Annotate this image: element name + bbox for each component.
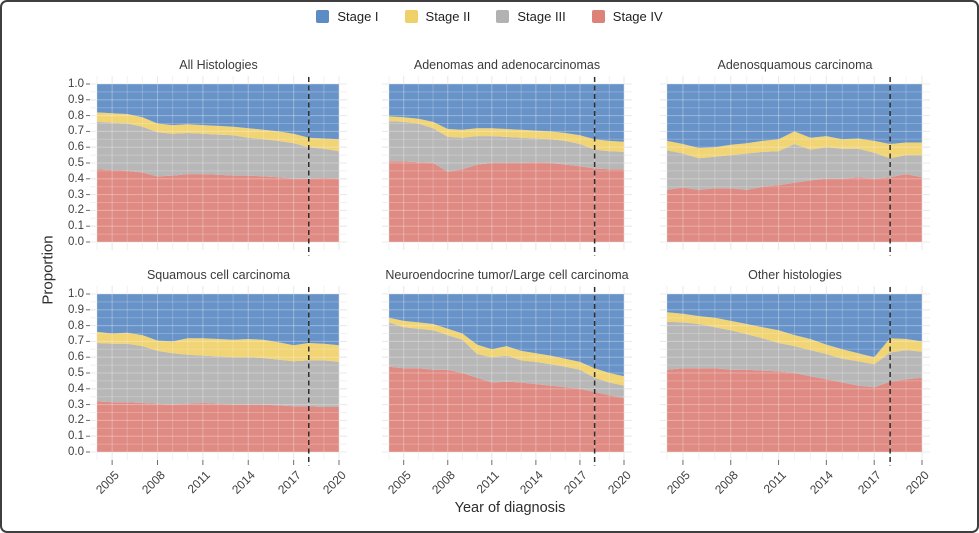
stage-iv-area xyxy=(97,169,339,242)
x-tick-label: 2017 xyxy=(855,468,885,497)
stacked-area-plot xyxy=(86,76,347,256)
y-tick-label: 0.1 xyxy=(68,430,84,443)
panel-title-all-histologies: All Histologies xyxy=(179,58,258,72)
panel-title-adenosquamous: Adenosquamous carcinoma xyxy=(717,58,873,72)
x-tick-label: 2020 xyxy=(903,468,932,497)
x-tick-label: 2011 xyxy=(184,468,213,497)
panel-chart-squamous xyxy=(86,286,347,473)
stage-i-area xyxy=(389,84,624,142)
y-tick-label: 0.6 xyxy=(68,141,84,154)
stage-iv-area xyxy=(667,368,922,452)
x-tick-label: 2005 xyxy=(384,468,414,497)
y-tick-label: 0.2 xyxy=(68,414,84,427)
y-tick-label: 0.6 xyxy=(68,351,84,364)
y-tick-label: 0.7 xyxy=(68,125,84,138)
x-tick-label: 2020 xyxy=(605,468,634,497)
y-tick-label: 0.9 xyxy=(68,93,84,106)
stacked-area-plot xyxy=(660,76,930,256)
stage-ii-area xyxy=(667,131,922,159)
stage-i-area xyxy=(97,294,339,346)
x-tick-label: 2017 xyxy=(561,468,590,497)
legend-item-stage-3: Stage III xyxy=(496,9,566,24)
panel-chart-adenosquamous xyxy=(660,76,930,263)
legend-item-stage-4: Stage IV xyxy=(591,9,663,24)
y-tick-label: 0.5 xyxy=(68,367,84,379)
y-tick-label: 0.5 xyxy=(68,157,84,169)
legend-item-stage-2: Stage II xyxy=(404,9,471,24)
stage-i-area xyxy=(667,294,922,358)
y-tick-label: 0.9 xyxy=(68,303,84,316)
y-tick-label: 1.0 xyxy=(68,288,84,300)
stage-iii-area xyxy=(389,322,624,399)
x-tick-label: 2014 xyxy=(229,468,259,497)
stacked-area-plot xyxy=(382,286,632,466)
y-tick-label: 0.8 xyxy=(68,319,84,332)
y-axis-title: Proportion xyxy=(39,235,57,305)
panel-chart-neuroendocrine xyxy=(382,286,632,473)
stage-iii-area xyxy=(389,121,624,172)
panel-chart-all-histologies xyxy=(86,76,347,263)
x-tick-label: 2008 xyxy=(711,468,741,497)
stage-ii-area xyxy=(97,112,339,152)
stacked-area-plot xyxy=(86,286,347,466)
legend: Stage I Stage II Stage III Stage IV xyxy=(2,9,977,24)
stage-iv-area xyxy=(389,161,624,242)
stage-3-swatch-icon xyxy=(496,10,510,23)
panel-title-adenomas: Adenomas and adenocarcinomas xyxy=(413,58,601,72)
x-tick-label: 2020 xyxy=(320,468,349,497)
stage-2-swatch-icon xyxy=(404,10,418,23)
stage-ii-area xyxy=(389,317,624,386)
y-tick-label: 0.8 xyxy=(68,109,84,122)
panel-chart-other xyxy=(660,286,930,473)
stage-4-swatch-icon xyxy=(591,10,605,23)
x-tick-label: 2005 xyxy=(664,468,693,497)
y-tick-label: 0.0 xyxy=(68,236,84,248)
y-tick-label: 0.3 xyxy=(68,188,84,201)
stage-i-area xyxy=(389,294,624,377)
stage-iii-area xyxy=(97,121,339,179)
stacked-area-plot xyxy=(382,76,632,256)
legend-item-stage-1: Stage I xyxy=(316,9,379,24)
panel-title-neuroendocrine: Neuroendocrine tumor/Large cell carcinom… xyxy=(385,268,629,282)
stage-iv-area xyxy=(667,174,922,242)
stacked-area-plot xyxy=(660,286,930,466)
y-tick-label: 0.7 xyxy=(68,335,84,348)
y-tick-label: 0.4 xyxy=(68,382,84,395)
stage-iii-area xyxy=(667,144,922,190)
legend-label: Stage III xyxy=(517,9,566,24)
stage-i-area xyxy=(97,84,339,140)
y-tick-label: 0.1 xyxy=(68,220,84,233)
stage-iv-area xyxy=(97,401,339,452)
y-tick-label: 0.0 xyxy=(68,446,84,458)
stage-ii-area xyxy=(667,312,922,365)
y-tick-label: 0.2 xyxy=(68,204,84,217)
stage-1-swatch-icon xyxy=(316,10,330,23)
x-tick-label: 2011 xyxy=(760,468,789,497)
x-tick-label: 2017 xyxy=(274,468,304,497)
panel-title-squamous: Squamous cell carcinoma xyxy=(146,268,291,282)
stage-iv-area xyxy=(389,366,624,452)
x-tick-label: 2011 xyxy=(473,468,502,497)
panel-chart-adenomas xyxy=(382,76,632,263)
x-tick-label: 2005 xyxy=(93,468,123,497)
stage-ii-area xyxy=(389,116,624,152)
x-tick-label: 2014 xyxy=(516,468,546,497)
stage-iii-area xyxy=(667,321,922,388)
stage-i-area xyxy=(667,84,922,148)
legend-label: Stage IV xyxy=(612,9,663,24)
stage-ii-area xyxy=(97,331,339,362)
stage-iii-area xyxy=(97,343,339,407)
y-tick-label: 0.4 xyxy=(68,172,84,185)
x-axis-title: Year of diagnosis xyxy=(454,500,566,516)
legend-label: Stage II xyxy=(425,9,471,24)
x-tick-label: 2008 xyxy=(428,468,458,497)
y-tick-label: 0.3 xyxy=(68,398,84,411)
x-tick-label: 2008 xyxy=(138,468,168,497)
legend-label: Stage I xyxy=(337,9,379,24)
y-tick-label: 1.0 xyxy=(68,78,84,90)
x-tick-label: 2014 xyxy=(807,468,837,497)
panel-title-other: Other histologies xyxy=(748,268,842,282)
